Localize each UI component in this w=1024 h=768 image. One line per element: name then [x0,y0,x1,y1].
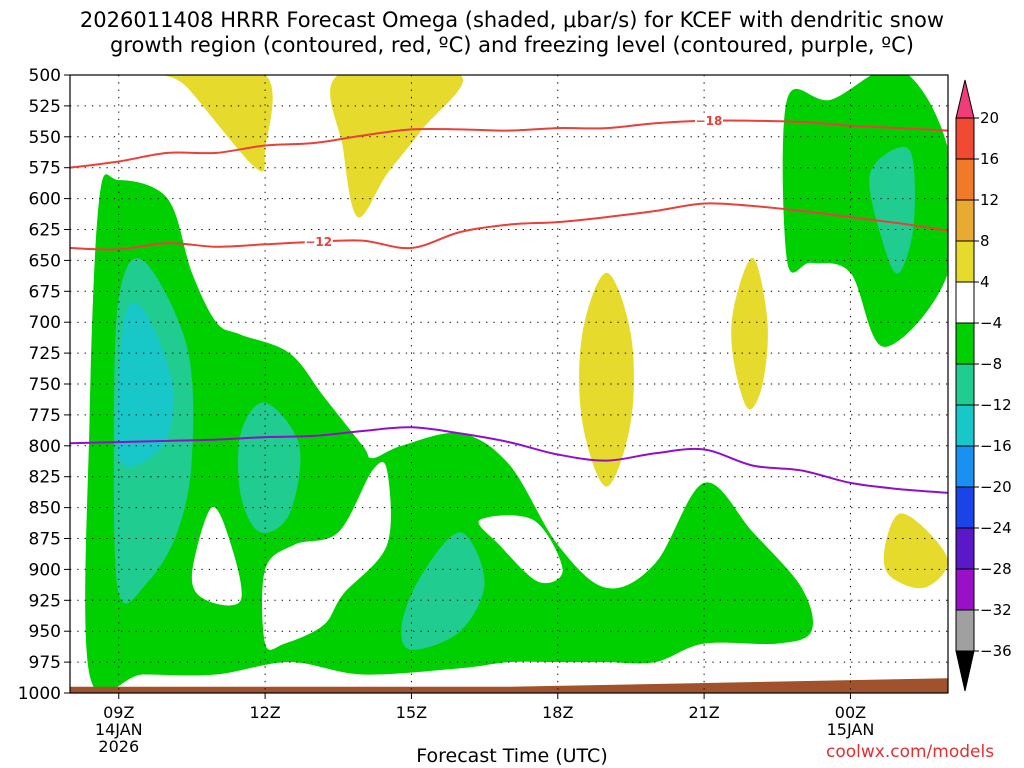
x-axis-title: Forecast Time (UTC) [416,745,608,767]
credit-link[interactable]: coolwx.com/models [826,742,995,762]
omega-shade-yellow [883,513,948,589]
colorbar-swatch [955,158,975,201]
ground-surface-layer [70,678,948,693]
chart-title-line2: growth region (contoured, red, ºC) and f… [110,33,914,57]
contour-line [70,119,948,169]
contour-lines-layer: −18 −12 [70,113,948,494]
y-tick-label: 750 [29,375,61,395]
omega-shade-hole [191,506,242,606]
x-tick-date: 14JAN [95,720,143,739]
contour-label: −12 [305,235,332,249]
colorbar-swatch [955,568,975,611]
y-tick-label: 800 [29,437,61,457]
omega-shade-yellow [163,75,273,172]
contour-label-bg [304,234,333,249]
x-tick-label: 00Z [835,703,866,722]
colorbar-swatch [955,404,975,447]
x-tick-label: 21Z [688,703,719,722]
ground-surface [70,678,948,693]
y-tick-label: 675 [29,282,61,302]
y-tick-label: 850 [29,499,61,519]
omega-shade-cyan [116,302,174,467]
colorbar-swatch [955,363,975,406]
colorbar-label: −4 [980,314,1002,332]
contour-label: −18 [696,114,723,128]
colorbar-bottom-arrow [955,650,975,692]
x-tick-label: 12Z [249,703,280,722]
omega-shade-hole [262,462,391,650]
y-tick-label: 875 [29,530,61,550]
y-tick-label: 900 [29,560,61,580]
shaded-omega-layer [85,75,948,693]
y-tick-label: 650 [29,251,61,271]
colorbar: 20 16 12 8 4 −4 −8 −12 −16 −20 −24 −28 −32 −36 [955,79,1012,692]
y-tick-label: 825 [29,468,61,488]
chart-title-line1: 2026011408 HRRR Forecast Omega (shaded, … [79,8,945,32]
omega-shade-yellow [330,75,463,218]
colorbar-swatch [955,199,975,242]
colorbar-swatch [955,322,975,365]
x-tick-date: 15JAN [827,720,875,739]
omega-shade-teal [237,402,301,534]
y-tick-label: 950 [29,622,61,642]
y-tick-label: 975 [29,653,61,673]
colorbar-label: 16 [980,150,999,168]
contour-label-bg [694,113,723,128]
colorbar-label: −16 [980,437,1012,455]
y-tick-label: 600 [29,190,61,210]
colorbar-label: 8 [980,232,990,250]
colorbar-top-arrow [955,79,975,119]
colorbar-swatch [955,240,975,283]
colorbar-swatch [955,486,975,529]
x-tick-year: 2026 [98,737,139,756]
x-tick-label: 15Z [396,703,427,722]
colorbar-swatch [955,281,975,324]
colorbar-swatch [955,609,975,652]
y-tick-label: 575 [29,159,61,179]
y-tick-label: 525 [29,97,61,117]
y-tick-label: 700 [29,313,61,333]
omega-shade-yellow [731,257,768,410]
colorbar-label: −36 [980,642,1012,660]
y-tick-label: 925 [29,591,61,611]
colorbar-swatch [955,445,975,488]
y-tick-label: 550 [29,128,61,148]
y-tick-label: 1000 [18,684,61,704]
colorbar-label: −12 [980,396,1012,414]
y-tick-label: 775 [29,406,61,426]
colorbar-label: −28 [980,560,1012,578]
colorbar-label: −8 [980,355,1002,373]
contour-line [70,202,948,251]
colorbar-label: 4 [980,273,990,291]
contour-line [70,426,948,494]
colorbar-swatch [955,527,975,570]
y-tick-label: 625 [29,221,61,241]
x-tick-label: 09Z [103,703,134,722]
colorbar-label: −20 [980,478,1012,496]
colorbar-label: 12 [980,191,999,209]
omega-shade-yellow [579,272,634,487]
y-tick-label: 500 [29,66,61,86]
omega-shade-teal [401,532,485,650]
colorbar-label: 20 [980,109,999,127]
colorbar-swatch [955,117,975,160]
y-tick-label: 725 [29,344,61,364]
omega-shade-teal [869,146,915,274]
omega-shade-green [782,75,948,347]
x-tick-label: 18Z [542,703,573,722]
colorbar-label: −24 [980,519,1012,537]
omega-shade-hole [478,515,563,584]
y-axis: 500 525 550 575 600 625 650 675 700 725 750 775 800 8… [18,66,70,704]
colorbar-label: −32 [980,601,1012,619]
omega-shade-green [85,174,813,693]
